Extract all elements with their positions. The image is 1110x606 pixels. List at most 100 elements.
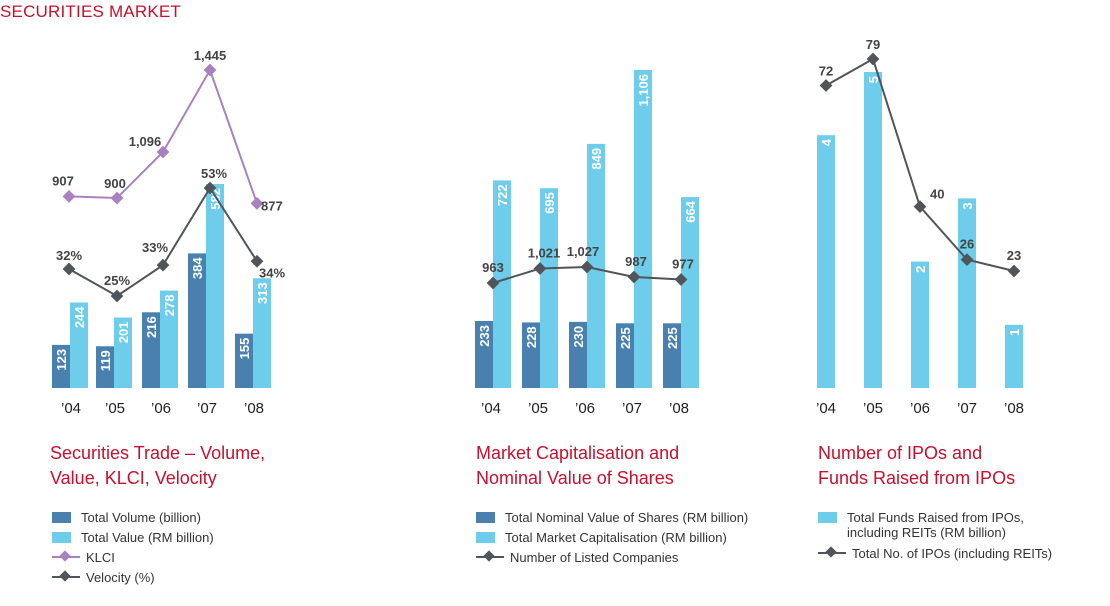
chart1-legend: Total Volume (billion) Total Value (RM b… [52, 510, 214, 590]
chart1-klci-line [68, 67, 258, 204]
diamond-line-icon [818, 546, 846, 560]
chart2-caption-line1: Market Capitalisation and [476, 443, 680, 463]
chart2-legend: Total Nominal Value of Shares (RM billio… [476, 510, 748, 570]
chart2-nominal-bar-label: 230 [571, 326, 586, 348]
chart1-velocity-label: 32% [56, 248, 82, 263]
chart1-caption-line2: Value, KLCI, Velocity [50, 468, 217, 488]
chart1-value-bar-label: 313 [255, 282, 270, 304]
chart1-klci-point [250, 197, 264, 210]
chart2-nominal-bar [569, 321, 587, 388]
chart1-caption-line1: Securities Trade – Volume, [50, 443, 266, 463]
chart3-x-tick: ’05 [863, 400, 883, 417]
chart3-caption: Number of IPOs and Funds Raised from IPO… [818, 441, 1015, 491]
chart3-caption-line1: Number of IPOs and [818, 443, 983, 463]
chart2-marketcap-bar [493, 180, 511, 388]
chart2-nominal-bar [663, 323, 681, 388]
chart2-listed-label: 1,027 [567, 244, 600, 259]
light-blue-swatch-icon [476, 532, 495, 543]
chart2-x-tick: ’06 [575, 400, 595, 417]
chart1-x-tick: ’06 [151, 400, 171, 417]
chart1-value-bar-label: 244 [72, 306, 87, 328]
chart3-ipo-label: 26 [960, 237, 974, 252]
chart1-volume-bar [96, 346, 114, 388]
diamond-line-icon [52, 570, 80, 584]
chart3-funds-bar-label: 5 [866, 76, 881, 83]
chart1-volume-bar [52, 344, 70, 388]
chart1-volume-bar [142, 312, 160, 388]
chart1-value-bar [160, 290, 178, 388]
chart1-klci-point [156, 145, 170, 159]
dark-blue-swatch-icon [52, 512, 71, 523]
chart2-listed-label: 1,021 [528, 246, 561, 261]
chart2-nominal-bar [475, 321, 493, 388]
chart1-value-bar [70, 302, 88, 388]
chart1-klci-label: 907 [52, 173, 74, 188]
chart1-x-tick: ’05 [105, 400, 125, 417]
chart3-x-tick: ’08 [1004, 400, 1024, 417]
chart2-nominal-bar-label: 225 [618, 327, 633, 349]
dark-blue-swatch-icon [476, 512, 495, 523]
chart2-listed-label: 987 [625, 254, 647, 269]
chart1-klci-label: 1,445 [194, 48, 227, 63]
chart1-klci-point [110, 191, 124, 205]
legend-item-klci: KLCI [52, 550, 214, 570]
legend-label: Total Nominal Value of Shares (RM billio… [505, 510, 749, 525]
chart1-value-bar [253, 278, 271, 388]
legend-item-funds-raised: Total Funds Raised from IPOs, including … [818, 510, 1052, 546]
chart3-ipo-line [825, 57, 1015, 272]
chart2-marketcap-bar [587, 143, 605, 388]
chart1-x-tick: ’08 [244, 400, 264, 417]
chart3-funds-bar-label: 1 [1007, 329, 1022, 336]
chart1-velocity-point [250, 254, 264, 268]
chart3-funds-bar [864, 72, 882, 388]
legend-label: Total Funds Raised from IPOs, including … [847, 510, 1024, 540]
chart3-funds-bar-label: 2 [913, 266, 928, 273]
legend-item-listed-companies: Number of Listed Companies [476, 550, 748, 570]
chart1-velocity-point [203, 181, 217, 195]
chart1-x-tick: ’07 [197, 400, 217, 417]
chart1-velocity-label: 53% [201, 166, 227, 181]
chart2-x-tick: ’07 [622, 400, 642, 417]
chart1-velocity-label: 25% [104, 273, 130, 288]
light-blue-swatch-icon [52, 532, 71, 543]
chart1-volume-bar [235, 333, 253, 388]
chart2-caption-line2: Nominal Value of Shares [476, 468, 674, 488]
chart1-value-bar-label: 582 [208, 188, 223, 210]
chart2-nominal-bar-label: 228 [524, 326, 539, 348]
legend-label-line2: including REITs (RM billion) [847, 525, 1006, 540]
chart1-value-bar-label: 278 [162, 295, 177, 317]
chart1-volume-bar-label: 216 [144, 316, 159, 338]
chart3-funds-bar [911, 261, 929, 388]
chart3-x-tick: ’04 [816, 400, 836, 417]
chart1-velocity-point [156, 258, 170, 272]
chart3-funds-bar [958, 198, 976, 388]
legend-label-line1: Total Funds Raised from IPOs, [847, 510, 1025, 525]
chart3-x-tick: ’07 [957, 400, 977, 417]
chart1-klci-point [62, 189, 76, 203]
chart1-volume-bar-label: 155 [237, 338, 252, 360]
legend-item-nominal-value: Total Nominal Value of Shares (RM billio… [476, 510, 748, 530]
diamond-line-icon [52, 550, 80, 564]
chart3-legend: Total Funds Raised from IPOs, including … [818, 510, 1052, 566]
chart1-x-tick: ’04 [61, 400, 81, 417]
chart3-ipo-label: 72 [819, 64, 833, 79]
chart2-nominal-bar-label: 225 [665, 327, 680, 349]
chart2-marketcap-bar-label: 722 [495, 184, 510, 206]
chart1-klci-label: 877 [261, 198, 283, 213]
chart2-listed-point [486, 276, 500, 290]
chart1-volume-bar-label: 123 [54, 349, 69, 371]
chart3-ipo-label: 79 [866, 37, 880, 52]
chart1-velocity-point [62, 262, 76, 276]
legend-label: Total Market Capitalisation (RM billion) [505, 530, 727, 545]
chart1-volume-bar-label: 119 [98, 350, 113, 371]
chart3-ipo-point [819, 79, 833, 92]
page-title: SECURITIES MARKET [0, 2, 181, 21]
chart3-ipo-label: 40 [930, 187, 944, 202]
chart2-marketcap-bar-label: 695 [542, 192, 557, 214]
legend-label: Total Value (RM billion) [81, 530, 214, 545]
chart1-volume-bar [188, 253, 206, 388]
chart3-funds-bar [817, 135, 835, 388]
chart1-value-bar [206, 184, 224, 388]
chart1-caption: Securities Trade – Volume, Value, KLCI, … [50, 441, 265, 491]
